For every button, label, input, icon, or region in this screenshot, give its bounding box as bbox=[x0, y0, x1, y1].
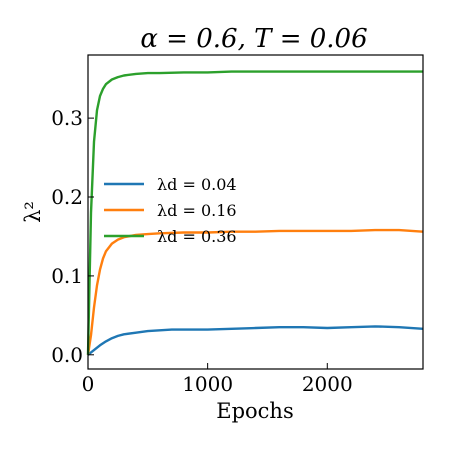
y-tick-label: 0.3 bbox=[51, 106, 83, 130]
y-tick-label: 0.0 bbox=[51, 343, 83, 367]
x-axis: 0 1000 2000 bbox=[82, 363, 353, 396]
plot-frame bbox=[87, 54, 424, 370]
plot-lines bbox=[86, 70, 424, 356]
x-axis-title: Epochs bbox=[216, 399, 293, 423]
x-tick-label: 0 bbox=[82, 372, 95, 396]
legend-label-2: λd = 0.16 bbox=[157, 201, 237, 220]
y-tick-label: 0.1 bbox=[51, 264, 83, 288]
legend: λd = 0.04 λd = 0.16 λd = 0.36 bbox=[104, 175, 237, 246]
x-tick-label: 2000 bbox=[302, 372, 353, 396]
y-tick-label: 0.2 bbox=[51, 185, 83, 209]
series-line-3 bbox=[86, 70, 423, 355]
y-axis: 0.0 0.1 0.2 0.3 bbox=[51, 106, 94, 367]
legend-label-3: λd = 0.36 bbox=[157, 227, 237, 246]
y-axis-title: λ² bbox=[21, 201, 45, 223]
x-tick-label: 1000 bbox=[182, 372, 233, 396]
legend-label-1: λd = 0.04 bbox=[157, 175, 237, 194]
chart-title: α = 0.6, T = 0.06 bbox=[140, 24, 367, 54]
series-line-2 bbox=[86, 228, 424, 355]
series-line-1 bbox=[87, 325, 424, 356]
